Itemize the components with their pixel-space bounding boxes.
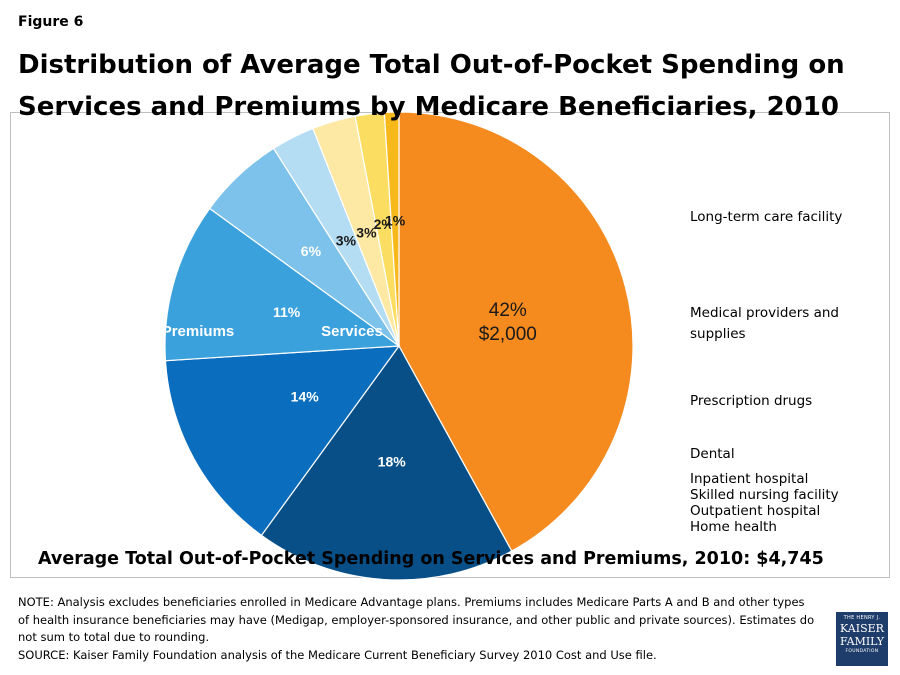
logo-line3: FAMILY [839,635,885,648]
slice-label-1: 42% $2,000 [479,300,537,345]
legend-skilled-nursing-facility: Skilled nursing facility [690,487,839,503]
slice-label-3: 14% [291,389,320,405]
slice-label-2: 18% [378,454,407,470]
pie-slice-9 [383,111,400,347]
footnote: NOTE: Analysis excludes beneficiaries en… [18,594,818,664]
chart-title: Distribution of Average Total Out-of-Poc… [18,50,845,122]
legend-inpatient-hospital: Inpatient hospital [690,471,809,487]
pie-slice-3 [164,345,401,537]
legend-prescription-drugs: Prescription drugs [690,393,813,409]
chart-frame [10,112,890,578]
slice-label-9: 1% [385,213,406,229]
logo-line4: FOUNDATION [845,649,879,654]
slice-label-5: 6% [301,243,322,259]
group-label-premiums: Premiums [162,323,235,340]
pie-slice-1 [398,111,634,552]
kff-logo: THE HENRY J. KAISER FAMILY FOUNDATION [836,612,888,666]
pie-slice-4 [164,207,401,362]
source-text: SOURCE: Kaiser Family Foundation analysi… [18,647,657,662]
pie-slice-2 [260,344,513,581]
legend-long-term-care: Long-term care facility [690,209,843,225]
legend-medical-providers: Medical providers and supplies [690,303,870,345]
logo-line1: THE HENRY J. [843,615,881,621]
legend-medical-providers-line2: supplies [690,326,746,342]
logo-line2: KAISER [840,622,884,635]
figure-label: Figure 6 [18,14,84,30]
legend-medical-providers-line1: Medical providers and [690,305,839,321]
group-label-services: Services [321,323,383,340]
slice-label-8: 2% [374,216,395,232]
legend-dental: Dental [690,446,735,462]
total-spending-line: Average Total Out-of-Pocket Spending on … [38,549,824,569]
slice-label-7: 3% [356,224,377,240]
legend-home-health: Home health [690,519,777,535]
legend-outpatient-hospital: Outpatient hospital [690,503,821,519]
slice-label-4: 11% [273,304,301,320]
note-text: NOTE: Analysis excludes beneficiaries en… [18,595,815,644]
slice-label-6: 3% [336,233,357,249]
